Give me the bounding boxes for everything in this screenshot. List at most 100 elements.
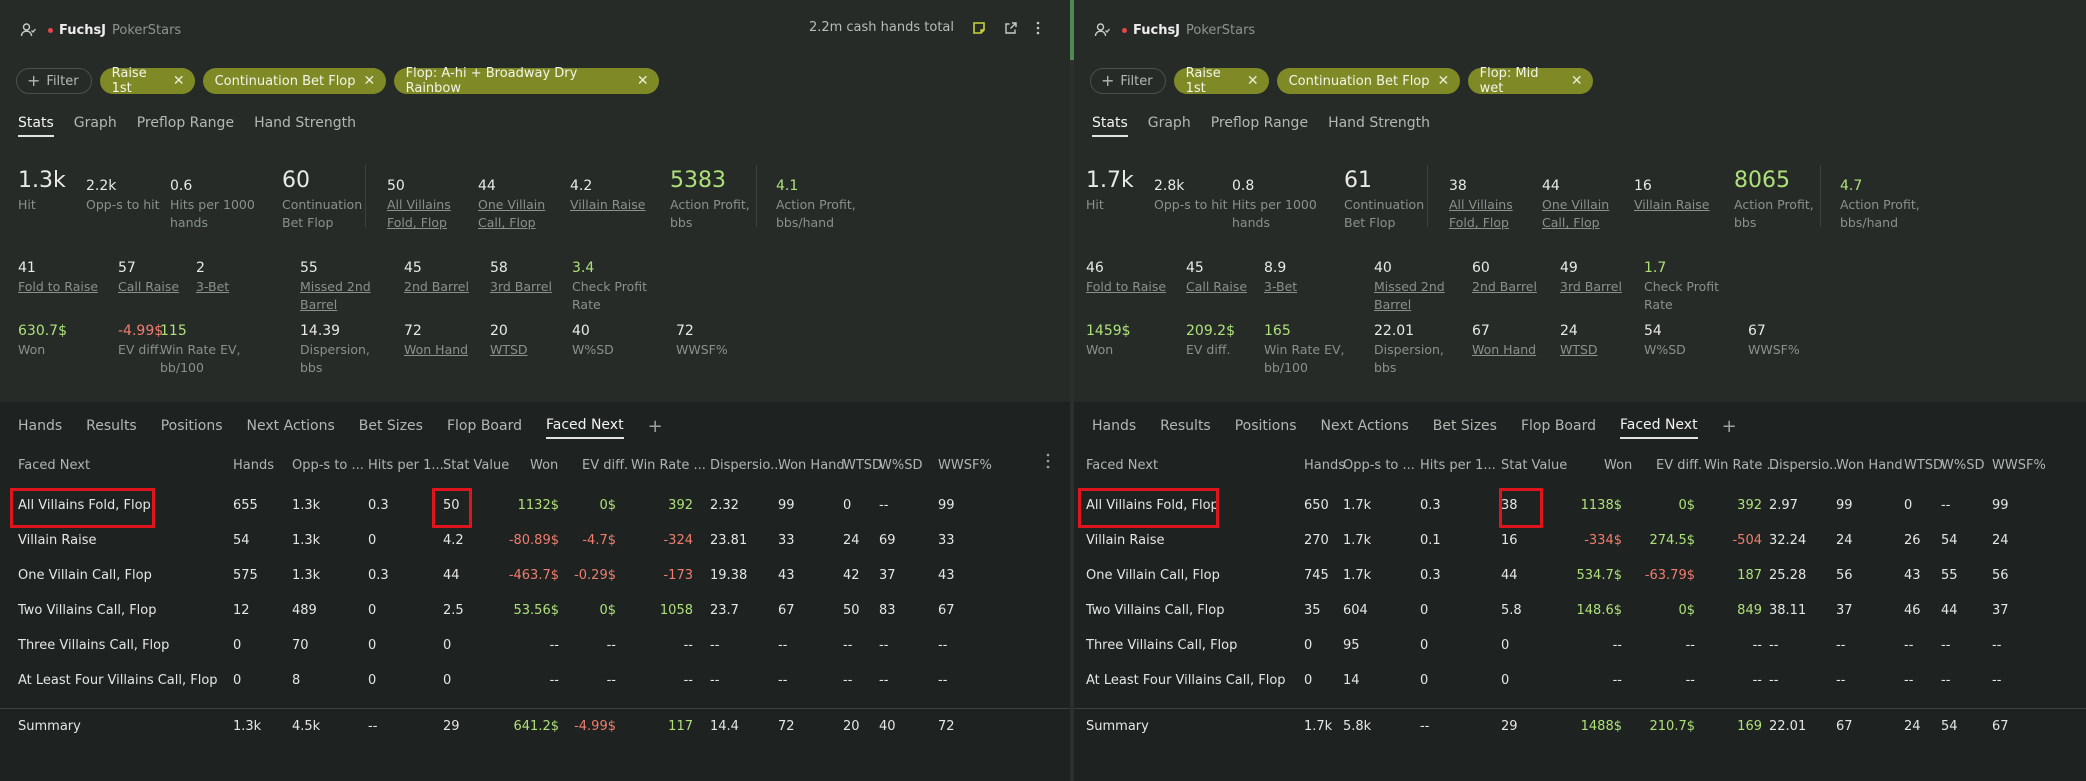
stat-row1-4[interactable]: 38 All Villains Fold, Flop [1449,177,1539,232]
stat-row1-0[interactable]: 1.3k Hit [18,167,108,214]
stat-row2-4[interactable]: 60 2nd Barrel [1472,259,1562,296]
player-name[interactable]: FuchsJ [59,22,107,38]
tab-preflop-range[interactable]: Preflop Range [136,115,235,131]
column-header[interactable]: W%SD [879,458,923,473]
tab-preflop-range[interactable]: Preflop Range [1210,115,1309,131]
stat-row1-8[interactable]: 4.7 Action Profit, bbs/hand [1840,177,1920,232]
column-header[interactable]: WWSF% [1992,458,2046,473]
stat-row3-0[interactable]: 630.7$ Won [18,322,108,359]
stat-row1-2[interactable]: 0.8 Hits per 1000 hands [1232,177,1322,232]
column-header[interactable]: WTSD [843,458,883,473]
stat-row3-1[interactable]: -4.99$ EV diff. [118,322,208,359]
tab-graph[interactable]: Graph [73,115,117,131]
stat-row1-3[interactable]: 60 Continuation Bet Flop [282,167,372,232]
close-icon[interactable]: ✕ [1570,73,1583,89]
stat-row2-0[interactable]: 41 Fold to Raise [18,259,108,296]
stat-row2-4[interactable]: 45 2nd Barrel [404,259,494,296]
stat-row1-5[interactable]: 44 One Villain Call, Flop [478,177,568,232]
tab-hand-strength[interactable]: Hand Strength [1328,115,1430,131]
stat-row3-7[interactable]: 67 WWSF% [1748,322,1838,359]
stat-row3-5[interactable]: 24 WTSD [1560,322,1650,359]
more-vertical-icon[interactable] [1040,452,1056,470]
stat-row3-7[interactable]: 72 WWSF% [676,322,766,359]
stat-row3-4[interactable]: 72 Won Hand [404,322,494,359]
stat-row2-3[interactable]: 40 Missed 2nd Barrel [1374,259,1464,314]
close-icon[interactable]: ✕ [1437,73,1450,89]
stat-row1-8[interactable]: 4.1 Action Profit, bbs/hand [776,177,856,232]
stat-row3-0[interactable]: 1459$ Won [1086,322,1176,359]
column-header[interactable]: Dispersio... [710,458,783,473]
stat-row2-6[interactable]: 1.7 Check Profit Rate [1644,259,1734,314]
close-icon[interactable]: ✕ [1246,73,1259,89]
tab-positions[interactable]: Positions [160,417,223,434]
stat-row1-7[interactable]: 8065 Action Profit, bbs [1734,167,1824,232]
tab-positions[interactable]: Positions [1234,417,1297,434]
stat-row1-6[interactable]: 16 Villain Raise [1634,177,1724,214]
column-header[interactable]: Hits per 1... [1420,458,1496,473]
stat-row1-3[interactable]: 61 Continuation Bet Flop [1344,167,1434,232]
more-vertical-icon[interactable] [1036,21,1040,35]
tab-hand-strength[interactable]: Hand Strength [254,115,356,131]
column-header[interactable]: Won [530,458,559,473]
tab-faced-next[interactable]: Faced Next [1619,417,1698,439]
filter-chip[interactable]: Continuation Bet Flop ✕ [202,68,386,94]
column-header[interactable]: WWSF% [938,458,992,473]
column-header[interactable]: Hands [1304,458,1346,473]
stat-row1-5[interactable]: 44 One Villain Call, Flop [1542,177,1632,232]
stat-row2-5[interactable]: 58 3rd Barrel [490,259,580,296]
player-header[interactable]: FuchsJ PokerStars [1094,20,1255,40]
plus-icon[interactable]: + [1721,416,1737,437]
stat-row1-4[interactable]: 50 All Villains Fold, Flop [387,177,477,232]
column-header[interactable]: Opp-s to ... [1343,458,1415,473]
filter-chip[interactable]: Raise 1st ✕ [1173,66,1269,96]
column-header[interactable]: Opp-s to ... [292,458,364,473]
stat-row2-0[interactable]: 46 Fold to Raise [1086,259,1176,296]
column-header[interactable]: Hits per 1... [368,458,444,473]
stat-row3-6[interactable]: 40 W%SD [572,322,662,359]
stat-row3-5[interactable]: 20 WTSD [490,322,580,359]
tab-results[interactable]: Results [86,417,137,434]
column-header[interactable]: EV diff. [1656,458,1703,473]
filter-chip[interactable]: Continuation Bet Flop ✕ [1276,68,1460,94]
stat-row3-1[interactable]: 209.2$ EV diff. [1186,322,1276,359]
column-header[interactable]: Win Rate ... [1704,458,1779,473]
player-header[interactable]: FuchsJ PokerStars [20,20,181,40]
stat-row1-6[interactable]: 4.2 Villain Raise [570,177,660,214]
stat-row1-1[interactable]: 2.2k Opp-s to hit [86,177,176,214]
close-icon[interactable]: ✕ [172,73,185,89]
tab-stats[interactable]: Stats [1092,115,1128,137]
stat-row3-2[interactable]: 165 Win Rate EV, bb/100 [1264,322,1354,377]
tab-results[interactable]: Results [1160,417,1211,434]
stat-row3-3[interactable]: 22.01 Dispersion, bbs [1374,322,1464,377]
add-filter-button[interactable]: + Filter [16,68,92,94]
stat-row3-3[interactable]: 14.39 Dispersion, bbs [300,322,390,377]
tab-stats[interactable]: Stats [18,115,54,137]
stat-row1-2[interactable]: 0.6 Hits per 1000 hands [170,177,260,232]
column-header[interactable]: Faced Next [1086,458,1159,473]
stat-row2-2[interactable]: 2 3-Bet [196,259,286,296]
stat-row1-7[interactable]: 5383 Action Profit, bbs [670,167,760,232]
column-header[interactable]: Won Hand [1836,458,1903,473]
add-filter-button[interactable]: + Filter [1090,68,1166,94]
tab-faced-next[interactable]: Faced Next [545,417,624,439]
column-header[interactable]: EV diff. [582,458,629,473]
column-header[interactable]: Hands [233,458,275,473]
column-header[interactable]: Won [1604,458,1633,473]
tab-next-actions[interactable]: Next Actions [246,417,335,434]
tab-bet-sizes[interactable]: Bet Sizes [358,417,423,434]
export-icon[interactable] [1004,21,1018,35]
stat-row3-2[interactable]: 115 Win Rate EV, bb/100 [160,322,250,377]
stat-row3-4[interactable]: 67 Won Hand [1472,322,1562,359]
column-header[interactable]: Faced Next [18,458,91,473]
filter-chip[interactable]: Flop: A-hi + Broadway Dry Rainbow ✕ [393,66,659,96]
tab-bet-sizes[interactable]: Bet Sizes [1432,417,1497,434]
tab-next-actions[interactable]: Next Actions [1320,417,1409,434]
stat-row2-3[interactable]: 55 Missed 2nd Barrel [300,259,390,314]
stat-row2-1[interactable]: 57 Call Raise [118,259,208,296]
stat-row2-1[interactable]: 45 Call Raise [1186,259,1276,296]
tab-hands[interactable]: Hands [1092,417,1137,434]
tab-flop-board[interactable]: Flop Board [1520,417,1596,434]
column-header[interactable]: Stat Value [1501,458,1568,473]
stat-row2-5[interactable]: 49 3rd Barrel [1560,259,1650,296]
filter-chip[interactable]: Raise 1st ✕ [99,66,195,96]
